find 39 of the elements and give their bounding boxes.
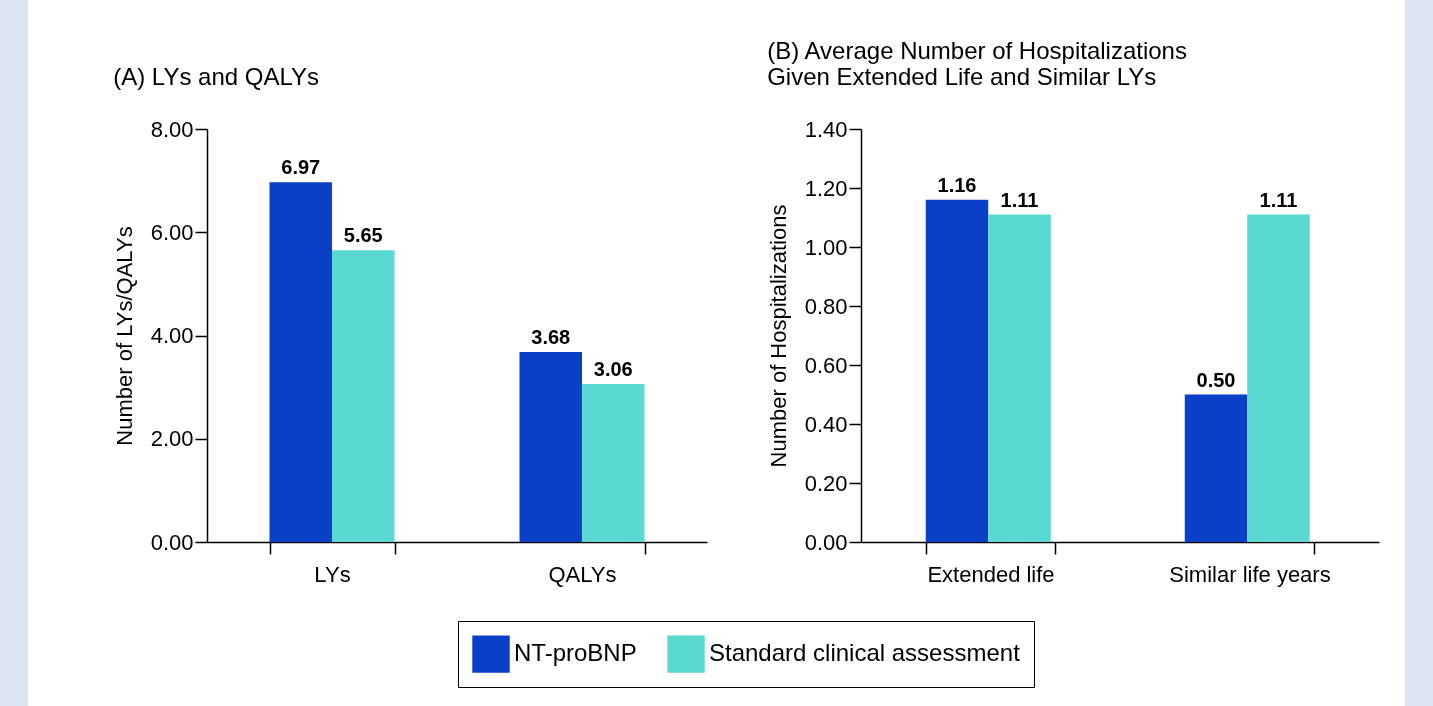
y-tick-label: 0.20: [804, 470, 848, 496]
chart-title: (B) Average Number of Hospitalizations Given Extended Life and Similar LYs: [767, 37, 1187, 90]
data-label: 6.97: [281, 156, 321, 179]
bar: [519, 352, 582, 542]
y-tick-label: 1.40: [804, 116, 848, 142]
bar: [332, 250, 395, 542]
y-tick-label: 8.00: [150, 116, 194, 142]
y-tick-label: 6.00: [150, 219, 194, 245]
x-tick-label: Extended life: [927, 561, 1055, 587]
y-tick-label: 0.60: [804, 352, 848, 378]
y-axis-title: Number of LYs/QALYs: [111, 226, 137, 446]
bar: [1184, 394, 1248, 542]
data-label: 1.16: [937, 173, 977, 196]
y-tick-label: 4.00: [150, 323, 194, 348]
data-label: 3.68: [531, 326, 571, 349]
y-tick-label: 0.40: [804, 411, 848, 437]
data-label: 0.50: [1196, 368, 1236, 391]
y-axis-title: Number of Hospitalizations: [765, 204, 791, 468]
y-tick-label: 0.80: [804, 293, 848, 319]
bar: [925, 199, 989, 542]
chart-title: (A) LYs and QALYs: [113, 63, 320, 90]
bar: [1247, 214, 1310, 542]
legend-label: NT-proBNP: [514, 639, 637, 667]
x-tick-label: LYs: [314, 561, 351, 587]
data-label: 1.11: [1000, 188, 1039, 211]
x-tick-label: QALYs: [548, 561, 617, 587]
bar: [269, 182, 332, 542]
data-label: 5.65: [343, 224, 383, 247]
x-tick-label: Similar life years: [1169, 561, 1331, 587]
bar: [582, 384, 645, 542]
data-label: 1.11: [1259, 188, 1298, 211]
data-label: 3.06: [593, 358, 633, 381]
y-tick-label: 1.20: [804, 175, 848, 201]
y-tick-label: 2.00: [150, 426, 194, 452]
y-tick-label: 0.00: [804, 529, 848, 555]
legend-label: Standard clinical assessment: [709, 639, 1021, 667]
y-tick-label: 1.00: [804, 234, 848, 260]
y-tick-label: 0.00: [150, 529, 194, 555]
bar: [988, 214, 1051, 542]
